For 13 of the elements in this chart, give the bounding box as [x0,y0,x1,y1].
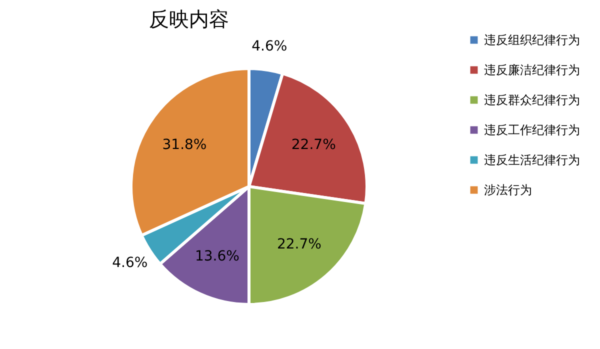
legend-label: 违反廉洁纪律行为 [484,63,580,77]
data-label: 22.7% [291,137,336,154]
chart-title: 反映内容 [149,7,229,31]
data-label: 13.6% [194,248,240,264]
legend-label: 涉法行为 [484,183,532,197]
legend-label: 违反生活纪律行为 [484,153,580,167]
data-label: 4.6% [112,255,148,272]
data-label: 31.8% [162,136,207,153]
data-label: 22.7% [276,236,322,253]
data-label: 4.6% [252,38,288,54]
legend-label: 违反组织纪律行为 [484,33,580,47]
legend-label: 违反工作纪律行为 [484,123,580,137]
legend-label: 违反群众纪律行为 [484,93,580,107]
